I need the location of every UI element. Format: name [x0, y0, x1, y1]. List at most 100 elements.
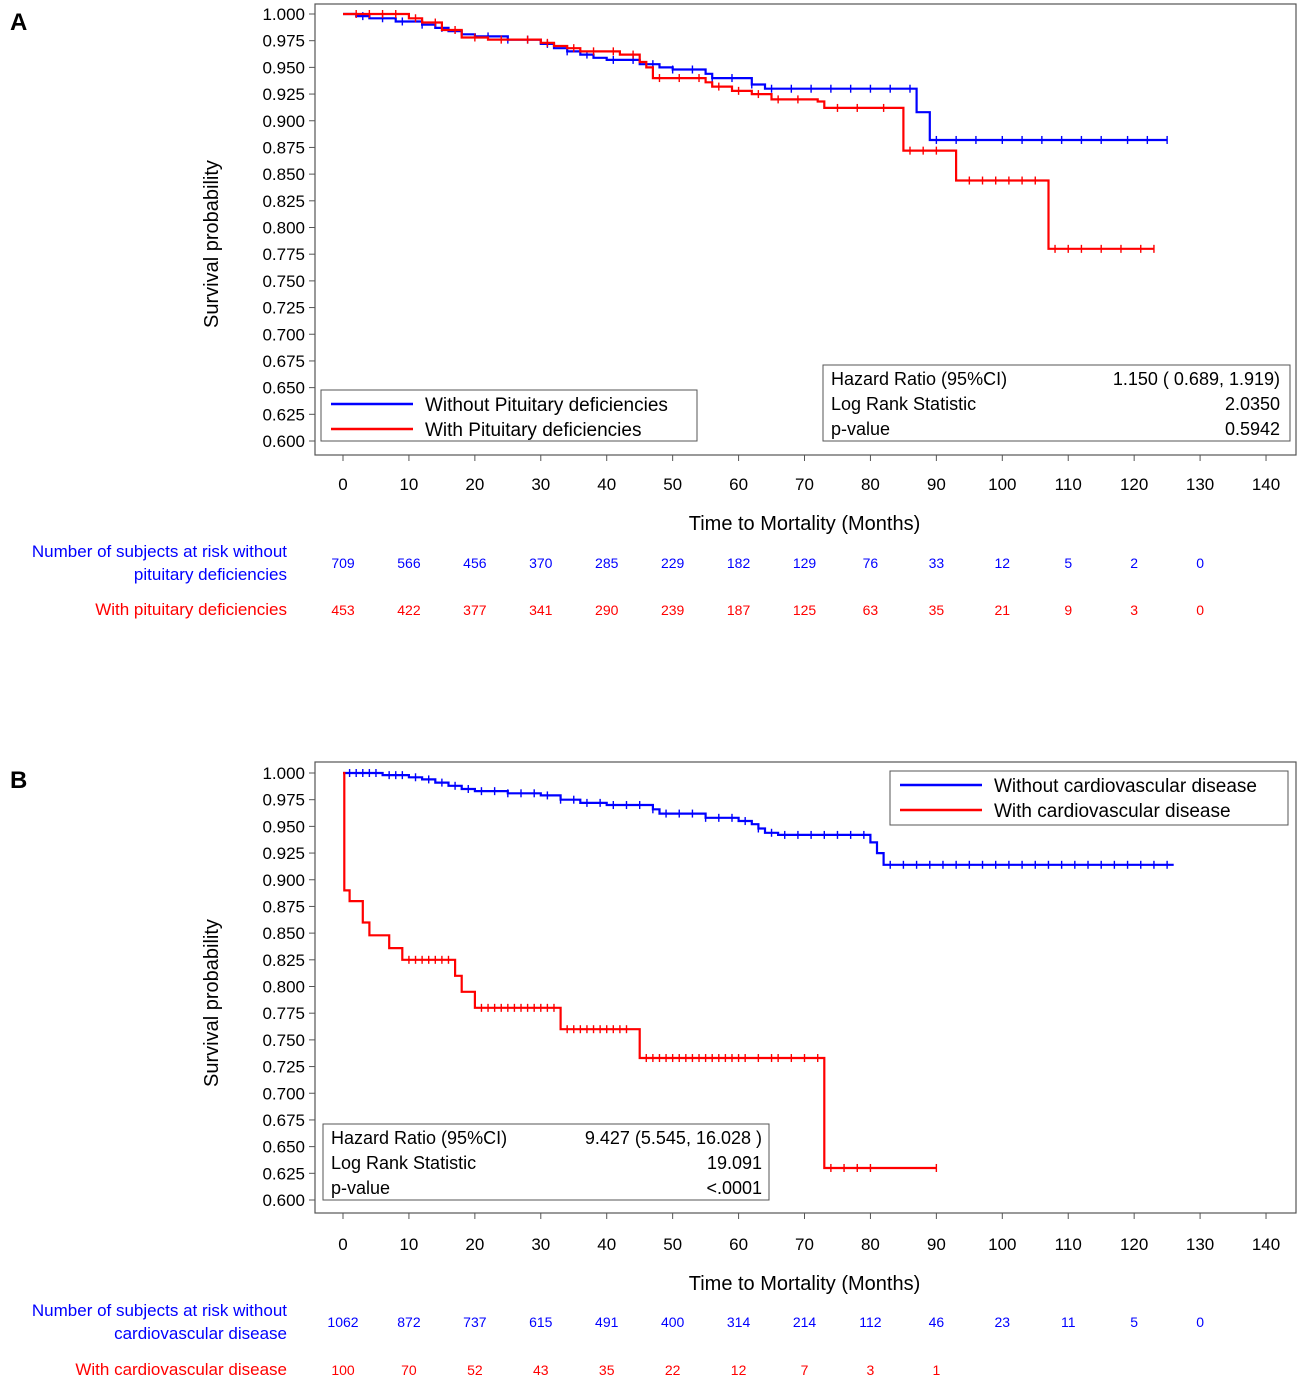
y-tick-label: 0.800	[262, 978, 305, 997]
km-series-with	[343, 771, 938, 1172]
x-tick-label: 70	[795, 1235, 814, 1254]
legend-label: With cardiovascular disease	[994, 801, 1231, 822]
stats-row-value: 9.427 (5.545, 16.028 )	[585, 1128, 762, 1148]
x-tick-label: 130	[1186, 475, 1214, 494]
risk-row-label: cardiovascular disease	[114, 1324, 287, 1343]
risk-value: 129	[793, 555, 817, 571]
risk-value: 35	[929, 602, 945, 618]
stats-row-value: 2.0350	[1225, 394, 1280, 414]
stats-row-label: Hazard Ratio (95%CI)	[331, 1128, 507, 1148]
x-tick-label: 110	[1055, 475, 1082, 494]
x-tick-label: 60	[729, 475, 748, 494]
x-tick-label: 80	[861, 475, 880, 494]
risk-value: 314	[727, 1314, 751, 1330]
panel-label: B	[10, 767, 27, 794]
risk-row-label: pituitary deficiencies	[134, 565, 287, 584]
plot-frame	[314, 3, 1297, 456]
x-tick-label: 120	[1120, 1235, 1148, 1254]
x-tick-label: 100	[988, 475, 1016, 494]
risk-value: 453	[331, 602, 355, 618]
chart-panel-a: A 1.000 0.975 0.950 0.925 0.900 0.875 0.850 0.82…	[10, 3, 1297, 619]
x-tick-label: 20	[465, 1235, 484, 1254]
risk-value: 11	[1061, 1314, 1076, 1330]
risk-value: 491	[595, 1314, 619, 1330]
y-tick-label: 0.675	[262, 1111, 305, 1130]
y-tick-label: 0.875	[262, 897, 305, 916]
risk-value: 872	[397, 1314, 421, 1330]
risk-value: 1062	[327, 1314, 358, 1330]
stats-row-value: 1.150 ( 0.689, 1.919)	[1113, 369, 1280, 389]
risk-value: 229	[661, 555, 685, 571]
risk-value: 3	[867, 1362, 875, 1378]
risk-value: 182	[727, 555, 751, 571]
stats-frame	[322, 1123, 770, 1201]
x-tick-label: 130	[1186, 1235, 1214, 1254]
risk-value: 21	[995, 602, 1011, 618]
x-axis-label: Time to Mortality (Months)	[689, 513, 921, 535]
risk-value: 112	[859, 1314, 882, 1330]
stats-frame	[822, 364, 1291, 442]
x-tick-label: 30	[531, 1235, 550, 1254]
x-tick-label: 70	[795, 475, 814, 494]
stats-row-label: Hazard Ratio (95%CI)	[831, 369, 1007, 389]
y-tick-label: 0.725	[262, 1058, 305, 1077]
panel-label: A	[10, 9, 27, 36]
km-curve-line	[343, 12, 1168, 142]
stats-row-label: p-value	[831, 419, 890, 439]
km-series-with	[343, 10, 1155, 253]
x-tick-label: 90	[927, 1235, 946, 1254]
y-tick-label: 0.625	[262, 405, 305, 424]
x-tick-label: 40	[597, 1235, 616, 1254]
y-tick-label: 0.800	[262, 219, 305, 238]
x-tick-label: 110	[1055, 1235, 1082, 1254]
stats-box: Hazard Ratio (95%CI) 1.150 ( 0.689, 1.919…	[822, 364, 1291, 442]
risk-value: 370	[529, 555, 553, 571]
risk-value: 566	[397, 555, 421, 571]
x-tick-label: 0	[338, 1235, 347, 1254]
y-tick-label: 1.000	[262, 5, 305, 24]
y-axis-label: Survival probability	[201, 160, 223, 328]
stats-row-value: 0.5942	[1225, 419, 1280, 439]
risk-value: 52	[467, 1362, 483, 1378]
risk-value: 377	[463, 602, 487, 618]
stats-row-label: p-value	[331, 1178, 390, 1198]
risk-table: Number of subjects at risk without cardio…	[32, 1301, 1204, 1379]
y-tick-label: 0.850	[262, 165, 305, 184]
risk-value: 737	[463, 1314, 487, 1330]
y-tick-label: 0.700	[262, 325, 305, 344]
risk-value: 35	[599, 1362, 615, 1378]
y-tick-label: 0.650	[262, 1138, 305, 1157]
x-tick-label: 60	[729, 1235, 748, 1254]
y-tick-label: 0.600	[262, 1191, 305, 1210]
y-tick-label: 0.925	[262, 85, 305, 104]
stats-box: Hazard Ratio (95%CI) 9.427 (5.545, 16.028…	[322, 1123, 770, 1201]
risk-row-label: Number of subjects at risk without	[32, 542, 287, 561]
x-tick-label: 30	[531, 475, 550, 494]
risk-value: 23	[995, 1314, 1011, 1330]
risk-value: 9	[1064, 602, 1072, 618]
x-tick-label: 50	[663, 1235, 682, 1254]
legend-box	[320, 389, 698, 442]
x-tick-label: 50	[663, 475, 682, 494]
y-tick-label: 0.675	[262, 352, 305, 371]
x-tick-label: 0	[338, 475, 347, 494]
x-axis-label: Time to Mortality (Months)	[689, 1273, 921, 1295]
risk-value: 12	[731, 1362, 747, 1378]
risk-value: 615	[529, 1314, 553, 1330]
risk-value: 5	[1130, 1314, 1138, 1330]
risk-value: 1	[932, 1362, 940, 1378]
risk-value: 22	[665, 1362, 681, 1378]
y-tick-label: 0.600	[262, 432, 305, 451]
risk-value: 0	[1196, 555, 1204, 571]
legend-label: With Pituitary deficiencies	[425, 420, 641, 441]
x-tick-label: 10	[399, 475, 418, 494]
y-tick-label: 0.625	[262, 1164, 305, 1183]
risk-value: 63	[863, 602, 879, 618]
risk-value: 0	[1196, 1314, 1204, 1330]
y-tick-label: 0.825	[262, 192, 305, 211]
km-curve-line	[343, 771, 1174, 866]
y-tick-label: 0.775	[262, 245, 305, 264]
risk-value: 709	[331, 555, 355, 571]
risk-value: 2	[1130, 555, 1138, 571]
